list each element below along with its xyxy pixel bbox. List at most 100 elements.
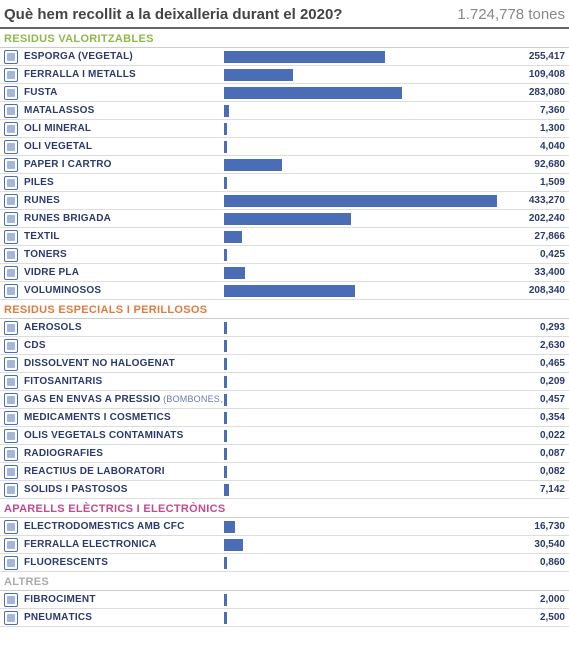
row-label: MATALASSOS: [24, 105, 224, 116]
row-label: ESPORGA (VEGETAL): [24, 51, 224, 62]
row-value: 208,340: [505, 285, 565, 296]
row-value: 7,142: [505, 484, 565, 495]
row-value: 0,354: [505, 412, 565, 423]
med-icon: [4, 411, 18, 425]
bar-zone: [224, 267, 497, 279]
row-label: CDs: [24, 340, 224, 351]
bar-zone: [224, 105, 497, 117]
row-value: 2,000: [505, 594, 565, 605]
bar-zone: [224, 376, 497, 388]
bar-zone: [224, 159, 497, 171]
bar: [224, 539, 243, 551]
row-label: OLI VEGETAL: [24, 141, 224, 152]
row-value: 27,866: [505, 231, 565, 242]
bar-zone: [224, 539, 497, 551]
bar: [224, 557, 227, 569]
bar-zone: [224, 612, 497, 624]
gas-icon: [4, 393, 18, 407]
row-label: FLUORESCENTS: [24, 557, 224, 568]
section-title: APARELLS ELÈCTRICS I ELECTRÒNICS: [0, 499, 569, 518]
bar-zone: [224, 466, 497, 478]
data-row: FITOSANITARIS0,209: [0, 373, 569, 391]
data-row: VIDRE PLA33,400: [0, 264, 569, 282]
bar-zone: [224, 177, 497, 189]
row-label: DISSOLVENT NO HALOGENAT: [24, 358, 224, 369]
row-value: 92,680: [505, 159, 565, 170]
row-value: 1,509: [505, 177, 565, 188]
bar: [224, 195, 497, 207]
bar: [224, 231, 242, 243]
row-value: 433,270: [505, 195, 565, 206]
rubble-icon: [4, 212, 18, 226]
bar: [224, 394, 227, 406]
row-value: 0,465: [505, 358, 565, 369]
data-row: TÒNERS0,425: [0, 246, 569, 264]
data-row: MATALASSOS7,360: [0, 102, 569, 120]
bar: [224, 412, 227, 424]
bar: [224, 594, 227, 606]
row-label: SÒLIDS I PASTOSOS: [24, 484, 224, 495]
bar-zone: [224, 195, 497, 207]
bar-zone: [224, 213, 497, 225]
paper-icon: [4, 158, 18, 172]
bar: [224, 267, 245, 279]
bar-zone: [224, 557, 497, 569]
bar-zone: [224, 521, 497, 533]
bulky-icon: [4, 284, 18, 298]
row-label: FERRALLA I METALLS: [24, 69, 224, 80]
bar: [224, 340, 227, 352]
toner-icon: [4, 248, 18, 262]
row-value: 0,425: [505, 249, 565, 260]
bar-zone: [224, 69, 497, 81]
bar-zone: [224, 123, 497, 135]
row-label: OLI MINERAL: [24, 123, 224, 134]
solvent-icon: [4, 357, 18, 371]
spray-icon: [4, 321, 18, 335]
row-label: FIBROCIMENT: [24, 594, 224, 605]
bar-zone: [224, 340, 497, 352]
bar-zone: [224, 594, 497, 606]
data-row: PAPER I CARTRÓ 92,680: [0, 156, 569, 174]
data-row: DISSOLVENT NO HALOGENAT 0,465: [0, 355, 569, 373]
bar-zone: [224, 448, 497, 460]
header: Què hem recollit a la deixalleria durant…: [0, 0, 569, 29]
row-label: REACTIUS DE LABORATORI: [24, 466, 224, 477]
row-value: 255,417: [505, 51, 565, 62]
total-tones: 1.724,778 tones: [457, 6, 565, 23]
bar: [224, 358, 227, 370]
data-row: VOLUMINOSOS208,340: [0, 282, 569, 300]
bar: [224, 521, 235, 533]
bar-zone: [224, 231, 497, 243]
oil-icon: [4, 122, 18, 136]
data-row: REACTIUS DE LABORATORI0,082: [0, 463, 569, 481]
bar: [224, 51, 385, 63]
tube-icon: [4, 556, 18, 570]
bar: [224, 177, 227, 189]
bar: [224, 285, 355, 297]
section-title: ALTRES: [0, 572, 569, 591]
wood-icon: [4, 86, 18, 100]
row-value: 0,293: [505, 322, 565, 333]
row-value: 1,300: [505, 123, 565, 134]
phyto-icon: [4, 375, 18, 389]
row-label: FERRALLA ELECTRÒNICA: [24, 539, 224, 550]
data-row: RUNES433,270: [0, 192, 569, 210]
section-title: RESIDUS ESPECIALS I PERILLOSOS: [0, 300, 569, 319]
cd-icon: [4, 339, 18, 353]
row-value: 4,040: [505, 141, 565, 152]
bar-zone: [224, 249, 497, 261]
row-label: VIDRE PLA: [24, 267, 224, 278]
oil-icon: [4, 429, 18, 443]
data-row: FUSTA283,080: [0, 84, 569, 102]
xray-icon: [4, 447, 18, 461]
bar: [224, 123, 227, 135]
textile-icon: [4, 230, 18, 244]
bar-zone: [224, 322, 497, 334]
row-label: OLIS VEGETALS CONTAMINATS: [24, 430, 224, 441]
fridge-icon: [4, 520, 18, 534]
row-label: PAPER I CARTRÓ: [24, 159, 224, 170]
row-label: PNEUMÀTICS: [24, 612, 224, 623]
data-row: AEROSOLS0,293: [0, 319, 569, 337]
row-value: 0,209: [505, 376, 565, 387]
tire-icon: [4, 611, 18, 625]
